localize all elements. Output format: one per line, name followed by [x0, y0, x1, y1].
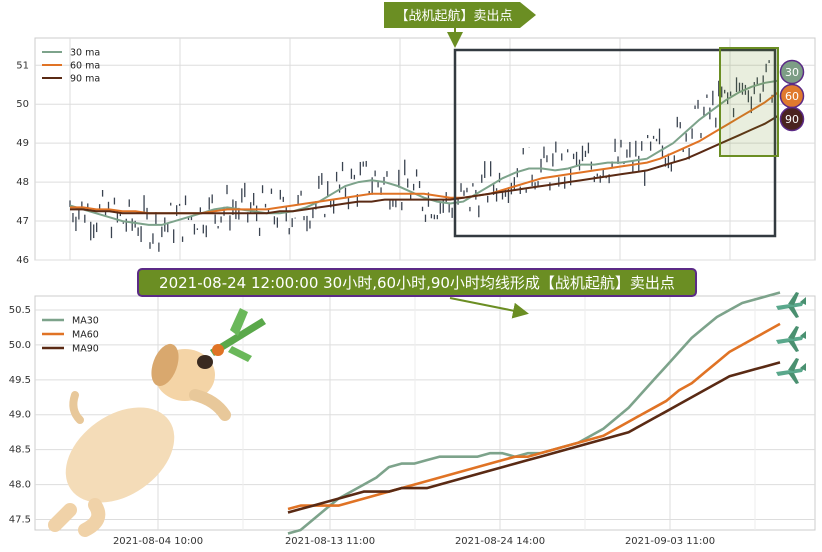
bottom-x-tick-label: 2021-08-13 11:00 — [285, 536, 375, 547]
bottom-plot-area — [34, 295, 816, 531]
top-y-tick-label: 47 — [16, 216, 29, 227]
bottom-y-tick-label: 49.5 — [9, 375, 31, 386]
ma-badge — [779, 59, 805, 85]
mid-banner-arrow — [449, 297, 529, 319]
bottom-legend-label: MA60 — [72, 330, 99, 341]
top-legend: 30 ma 60 ma 90 ma — [42, 48, 100, 85]
top-banner-text: 【战机起航】卖出点 — [395, 8, 512, 24]
bottom-ma-chart: 47.5 48.0 48.5 49.0 49.5 50.0 50.5 2021-08-04 … — [9, 291, 816, 547]
bottom-legend: MA30 MA60 MA90 — [42, 316, 99, 355]
top-ma-lines — [69, 79, 779, 226]
fighter-plane-icon — [776, 326, 806, 352]
bottom-x-tick-label: 2021-09-03 11:00 — [625, 536, 715, 547]
ma-badges: 30 60 90 — [779, 59, 805, 132]
signal-highlight-zone — [719, 47, 779, 157]
bottom-x-tick-label: 2021-08-04 10:00 — [113, 536, 203, 547]
top-y-tick-label: 46 — [16, 255, 29, 266]
bottom-grid — [35, 296, 815, 530]
top-price-chart: 46 47 48 49 50 51 30 ma 60 ma 90 ma 30 60 90 — [16, 37, 816, 266]
top-plot-area — [34, 37, 816, 261]
top-y-tick-label: 50 — [16, 99, 29, 110]
signal-selection-box — [453, 48, 777, 238]
bottom-y-tick-label: 50.0 — [9, 340, 31, 351]
mid-banner-box — [137, 268, 697, 297]
bottom-y-tick-label: 48.5 — [9, 445, 31, 456]
bottom-ma-line — [287, 291, 781, 535]
top-y-tick-label: 48 — [16, 177, 29, 188]
top-banner: 【战机起航】卖出点 — [384, 2, 536, 48]
top-ma-line — [70, 115, 779, 215]
bottom-ma-line — [287, 361, 781, 514]
bottom-x-ticks: 2021-08-04 10:00 2021-08-13 11:00 2021-08-… — [113, 536, 715, 547]
bottom-y-tick-label: 49.0 — [9, 410, 31, 421]
top-y-tick-label: 51 — [16, 60, 29, 71]
dog-illustration-icon — [48, 308, 266, 537]
fighter-plane-icon — [776, 358, 806, 384]
bottom-y-tick-label: 48.0 — [9, 480, 31, 491]
fighter-plane-icon — [776, 292, 806, 318]
bottom-y-tick-label: 50.5 — [9, 305, 31, 316]
top-y-tick-label: 49 — [16, 138, 29, 149]
bottom-legend-label: MA30 — [72, 316, 99, 327]
bottom-x-tick-label: 2021-08-24 14:00 — [455, 536, 545, 547]
ma-badge-label: 60 — [785, 90, 799, 103]
ma-badge-label: 90 — [785, 113, 799, 126]
top-legend-label: 60 ma — [70, 61, 100, 72]
ma-badge-label: 30 — [785, 66, 799, 79]
bottom-ma-line — [287, 322, 781, 511]
top-candles — [69, 60, 779, 252]
mid-banner-text: 2021-08-24 12:00:00 30小时,60小时,90小时均线形成【战… — [159, 274, 675, 292]
top-legend-label: 30 ma — [70, 48, 100, 59]
top-y-ticks: 46 47 48 49 50 51 — [16, 60, 29, 266]
bottom-ma-lines — [287, 291, 781, 535]
top-ma-line — [69, 79, 779, 226]
bottom-y-ticks: 47.5 48.0 48.5 49.0 49.5 50.0 50.5 — [9, 305, 31, 526]
top-banner-shape — [384, 2, 536, 28]
top-legend-label: 90 ma — [70, 74, 100, 85]
bottom-legend-label: MA90 — [72, 344, 99, 355]
ma-badge — [779, 106, 805, 132]
bottom-y-tick-label: 47.5 — [9, 515, 31, 526]
mid-banner: 2021-08-24 12:00:00 30小时,60小时,90小时均线形成【战… — [137, 268, 697, 319]
